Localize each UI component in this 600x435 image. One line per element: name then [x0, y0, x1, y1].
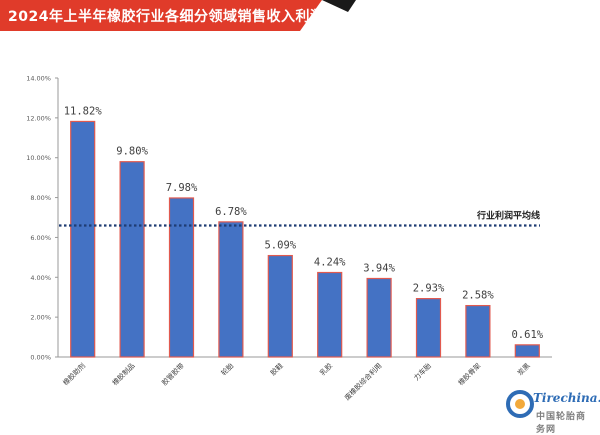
bar: [267, 254, 293, 358]
x-tick-label: 胶鞋: [268, 361, 284, 377]
y-tick-label: 2.00%: [30, 314, 51, 322]
y-tick-label: 14.00%: [26, 75, 51, 83]
chart-title: 2024年上半年橡胶行业各细分领域销售收入利润率: [8, 9, 339, 25]
bar: [70, 120, 96, 358]
y-tick-label: 12.00%: [26, 114, 51, 122]
x-tick-label: 橡胶骨架: [456, 361, 482, 387]
data-label: 3.94%: [363, 262, 395, 274]
x-tick-label: 乳胶: [318, 361, 334, 377]
y-tick-label: 6.00%: [30, 234, 51, 242]
data-label: 9.80%: [116, 146, 148, 158]
logo-tire-icon: [506, 390, 534, 418]
watermark-logo: Tirechina.net 中国轮胎商务网: [506, 387, 600, 435]
title-banner: 2024年上半年橡胶行业各细分领域销售收入利润率: [0, 0, 356, 31]
data-label: 2.93%: [413, 283, 445, 295]
bar: [168, 197, 195, 358]
bar: [465, 304, 491, 358]
banner-shape: [0, 0, 356, 31]
watermark-sub: 中国轮胎商务网: [536, 412, 587, 435]
x-tick-label: 炭黑: [516, 362, 532, 378]
x-tick-label: 橡胶制品: [110, 361, 136, 387]
data-label: 5.09%: [264, 240, 296, 252]
bar: [218, 221, 244, 358]
data-label: 6.78%: [215, 206, 247, 218]
average-line-label: 行业利润平均线: [476, 209, 540, 221]
watermark-main: Tirechina.net: [533, 391, 600, 405]
bar: [415, 298, 442, 358]
data-label: 2.58%: [462, 290, 494, 302]
bar: [119, 161, 145, 358]
data-label: 7.98%: [166, 182, 198, 194]
data-label: 11.82%: [64, 105, 103, 117]
x-tick-label: 废橡胶综合利用: [343, 361, 384, 402]
bar: [366, 277, 392, 358]
bar: [514, 344, 540, 358]
y-tick-label: 10.00%: [26, 154, 51, 162]
bar: [317, 271, 343, 358]
y-tick-label: 4.00%: [30, 274, 51, 282]
x-tick-label: 橡胶助剂: [61, 361, 87, 387]
data-label: 4.24%: [314, 257, 346, 269]
x-tick-label: 力车胎: [412, 361, 433, 382]
data-label: 0.61%: [511, 329, 543, 341]
x-tick-label: 胶管胶带: [160, 361, 186, 387]
x-tick-label: 轮胎: [219, 361, 235, 377]
y-tick-label: 0.00%: [30, 354, 51, 362]
y-tick-label: 8.00%: [30, 194, 51, 202]
